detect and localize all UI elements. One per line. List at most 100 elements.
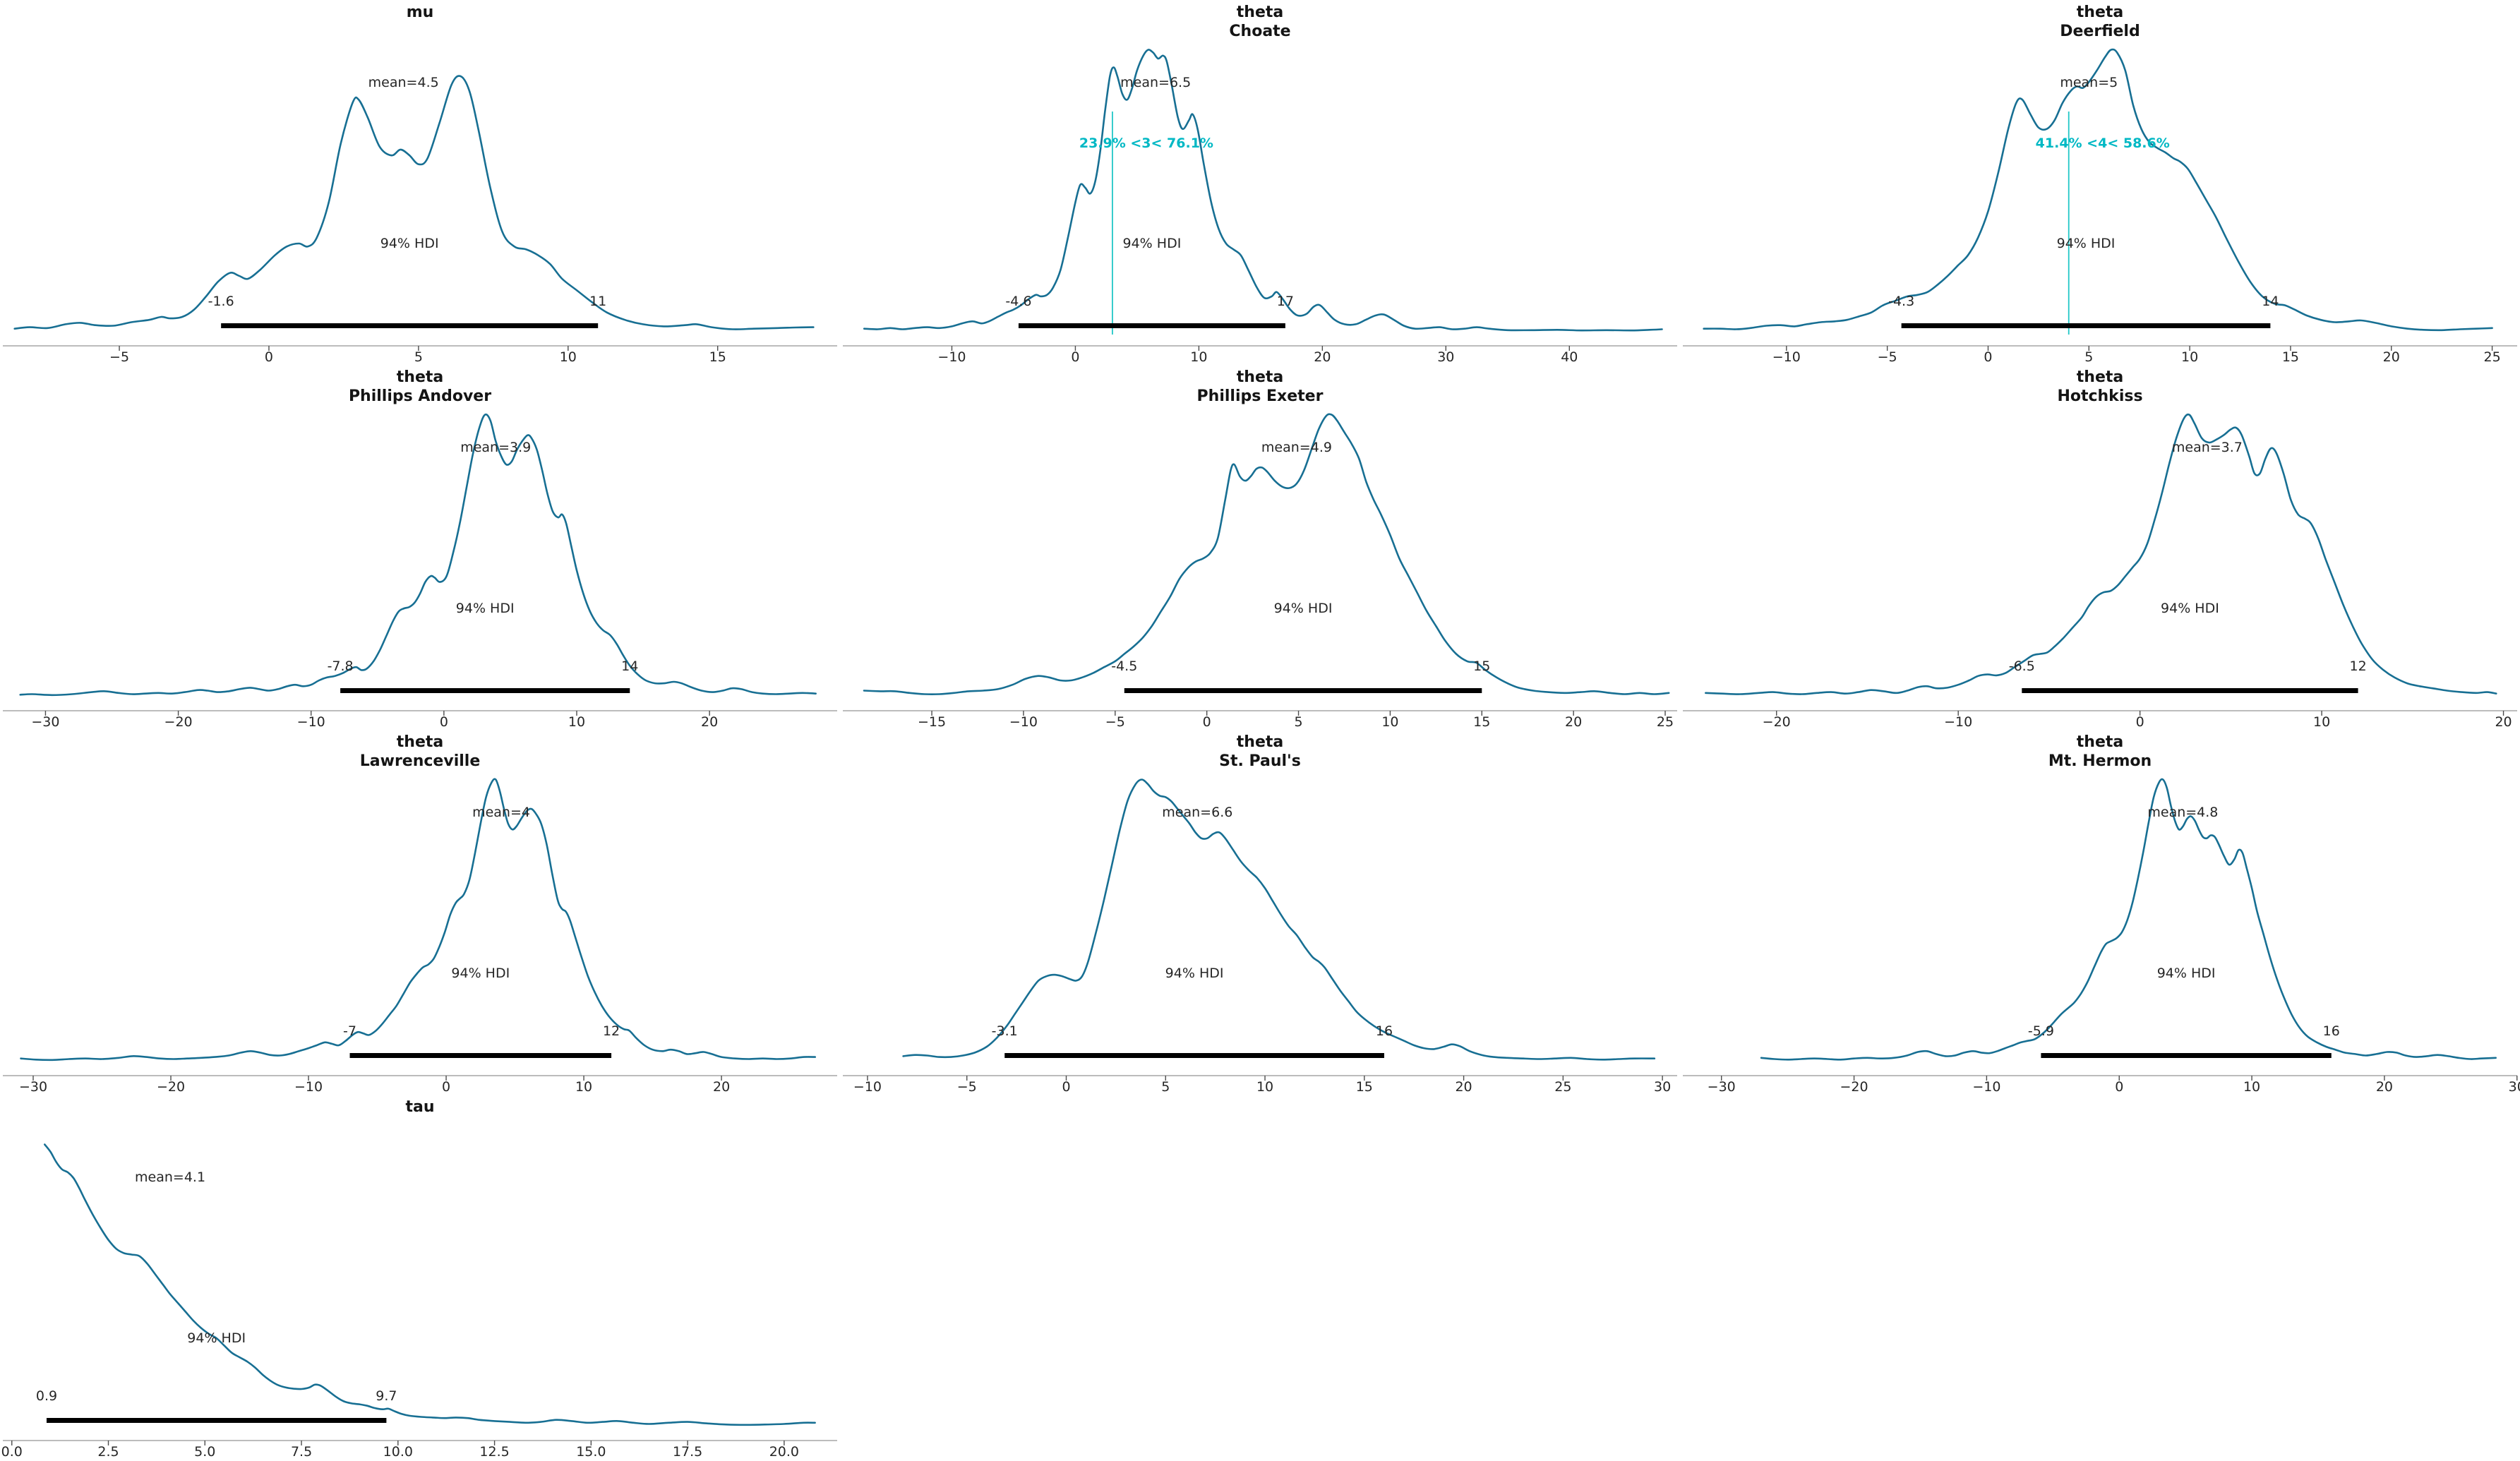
x-tick-label: 20 bbox=[701, 714, 719, 730]
hdi-upper-value: 16 bbox=[2322, 1023, 2340, 1039]
subplot-mu: mu mean=4.5 94% HDI -1.6 11 −5 0 5 10 15 bbox=[0, 0, 840, 365]
hdi-lower-value: -4.5 bbox=[1111, 659, 1138, 674]
kde-curve bbox=[1703, 48, 2493, 332]
mean-label: mean=4.9 bbox=[1261, 440, 1332, 455]
mean-label: mean=4 bbox=[472, 805, 530, 820]
x-tick-label: −20 bbox=[156, 1079, 186, 1095]
empty-cell bbox=[1680, 1095, 2520, 1461]
x-tick-label: 10 bbox=[1190, 349, 1208, 365]
mean-label: mean=4.1 bbox=[135, 1170, 206, 1185]
hdi-label: 94% HDI bbox=[2156, 966, 2216, 981]
x-tick-label: 0 bbox=[2115, 1079, 2124, 1095]
x-tick-label: 10 bbox=[1256, 1079, 1274, 1095]
hdi-lower-value: -5.9 bbox=[2027, 1023, 2054, 1039]
x-tick-label: 0 bbox=[264, 349, 273, 365]
kde-curve bbox=[19, 413, 817, 697]
subplot-theta-lawrenceville: theta Lawrenceville mean=4 94% HDI -7 12 −30 −… bbox=[0, 730, 840, 1095]
x-tick-label: 5 bbox=[414, 349, 423, 365]
plot-title: theta Mt. Hermon bbox=[2048, 733, 2152, 770]
hdi-lower-value: -3.1 bbox=[991, 1023, 1018, 1039]
x-tick-label: −30 bbox=[31, 714, 60, 730]
x-tick-label: −5 bbox=[956, 1079, 977, 1095]
x-tick-label: −5 bbox=[109, 349, 130, 365]
hdi-lower-value: -7.8 bbox=[327, 659, 354, 674]
plot-title: theta Deerfield bbox=[2060, 4, 2140, 40]
mean-label: mean=3.7 bbox=[2171, 440, 2243, 455]
x-tick-label: −10 bbox=[853, 1079, 882, 1095]
subplot-theta-phillips-andover: theta Phillips Andover mean=3.9 94% HDI -7.… bbox=[0, 365, 840, 730]
x-tick-label: 10 bbox=[559, 349, 577, 365]
hdi-upper-value: 12 bbox=[602, 1023, 620, 1039]
x-tick-label: −10 bbox=[937, 349, 966, 365]
mean-label: mean=6.5 bbox=[1120, 75, 1192, 90]
x-tick-label: 25 bbox=[1656, 714, 1674, 730]
hdi-label: 94% HDI bbox=[451, 966, 510, 981]
x-tick-label: 15 bbox=[1473, 714, 1491, 730]
x-tick-label: 15 bbox=[709, 349, 726, 365]
mean-label: mean=5 bbox=[2060, 75, 2118, 90]
x-tick-label: 0 bbox=[439, 714, 448, 730]
x-tick-label: −5 bbox=[1105, 714, 1125, 730]
x-tick-label: 10 bbox=[568, 714, 586, 730]
kde-curve bbox=[13, 75, 815, 330]
hdi-label: 94% HDI bbox=[1122, 236, 1182, 251]
x-tick-label: 20 bbox=[2382, 349, 2400, 365]
hdi-upper-value: 17 bbox=[1276, 294, 1294, 309]
x-tick-label: 0 bbox=[1071, 349, 1080, 365]
x-tick-label: −10 bbox=[294, 1079, 323, 1095]
kde-curve bbox=[1705, 413, 2497, 695]
hdi-lower-value: -4.3 bbox=[1888, 294, 1915, 309]
plot-title: mu bbox=[406, 4, 434, 21]
plot-title: theta Lawrenceville bbox=[359, 733, 481, 770]
x-tick-label: −15 bbox=[918, 714, 947, 730]
x-tick-label: 40 bbox=[1561, 349, 1578, 365]
x-tick-label: 17.5 bbox=[672, 1444, 703, 1460]
x-tick-label: 20 bbox=[1455, 1079, 1472, 1095]
subplot-theta-phillips-exeter: theta Phillips Exeter mean=4.9 94% HDI -4.5… bbox=[840, 365, 1680, 730]
hdi-lower-value: 0.9 bbox=[35, 1388, 58, 1404]
subplot-tau: tau mean=4.1 94% HDI 0.9 9.7 0.0 2.5 5.0 7.5 10.0… bbox=[0, 1095, 840, 1461]
mean-label: mean=3.9 bbox=[460, 440, 532, 455]
x-tick-label: −10 bbox=[1972, 1079, 2001, 1095]
x-tick-label: 25 bbox=[1554, 1079, 1572, 1095]
x-tick-label: 20 bbox=[1565, 714, 1583, 730]
x-tick-label: −10 bbox=[1772, 349, 1801, 365]
hdi-label: 94% HDI bbox=[1165, 966, 1224, 981]
x-tick-label: 10 bbox=[2243, 1079, 2261, 1095]
x-tick-label: 0 bbox=[1984, 349, 1993, 365]
empty-cell bbox=[840, 1095, 1680, 1461]
x-tick-label: 10 bbox=[1381, 714, 1399, 730]
x-tick-label: 5.0 bbox=[194, 1444, 216, 1460]
x-tick-label: 15 bbox=[2281, 349, 2300, 365]
x-tick-label: −20 bbox=[1840, 1079, 1868, 1095]
hdi-label: 94% HDI bbox=[2161, 601, 2219, 616]
x-tick-label: 12.5 bbox=[479, 1444, 510, 1460]
hdi-label: 94% HDI bbox=[1273, 601, 1333, 616]
kde-curve bbox=[863, 49, 1663, 332]
x-tick-label: 5 bbox=[1294, 714, 1303, 730]
x-tick-label: 5 bbox=[1161, 1079, 1170, 1095]
hdi-lower-value: -6.5 bbox=[2008, 659, 2035, 674]
x-tick-label: 15.0 bbox=[576, 1444, 606, 1460]
x-tick-label: 0 bbox=[442, 1079, 451, 1095]
x-tick-label: 30 bbox=[1654, 1079, 1672, 1095]
kde-curve bbox=[20, 778, 816, 1062]
plot-title: theta Phillips Andover bbox=[348, 368, 492, 405]
x-tick-label: 20 bbox=[1314, 349, 1331, 365]
hdi-label: 94% HDI bbox=[2056, 236, 2116, 251]
x-tick-label: −5 bbox=[1877, 349, 1897, 365]
hdi-lower-value: -7 bbox=[343, 1023, 357, 1039]
subplot-theta-mt-hermon: theta Mt. Hermon mean=4.8 94% HDI -5.9 16 −30… bbox=[1680, 730, 2520, 1095]
x-tick-label: 20.0 bbox=[769, 1444, 800, 1460]
plot-title: theta Hotchkiss bbox=[2057, 368, 2143, 405]
x-tick-label: −20 bbox=[1762, 714, 1791, 730]
hdi-upper-value: 15 bbox=[1473, 659, 1491, 674]
x-tick-label: 15 bbox=[1355, 1079, 1373, 1095]
subplot-theta-choate: theta Choate mean=6.5 94% HDI -4.6 17 23.9% <… bbox=[840, 0, 1680, 365]
x-tick-label: −30 bbox=[1707, 1079, 1736, 1095]
x-tick-label: 2.5 bbox=[97, 1444, 119, 1460]
x-tick-label: −20 bbox=[164, 714, 193, 730]
plot-title: tau bbox=[405, 1098, 435, 1116]
subplot-theta-hotchkiss: theta Hotchkiss mean=3.7 94% HDI -6.5 12 −20 −… bbox=[1680, 365, 2520, 730]
mean-label: mean=4.8 bbox=[2147, 805, 2219, 820]
